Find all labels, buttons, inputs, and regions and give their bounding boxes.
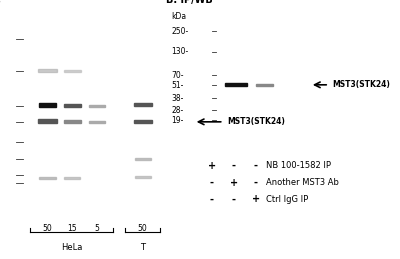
Text: -: - xyxy=(254,161,258,171)
Text: 51-: 51- xyxy=(172,81,184,90)
Text: 50: 50 xyxy=(43,224,52,233)
Text: +: + xyxy=(208,161,216,171)
Text: 19-: 19- xyxy=(172,116,184,125)
Text: 5: 5 xyxy=(94,224,99,233)
Bar xyxy=(256,84,274,86)
Text: +: + xyxy=(230,178,238,188)
Text: 130-: 130- xyxy=(172,47,189,56)
Bar xyxy=(64,177,80,179)
Text: 15: 15 xyxy=(68,224,77,233)
Bar xyxy=(89,105,105,107)
Text: 38-: 38- xyxy=(172,94,184,103)
Text: -: - xyxy=(210,195,214,204)
Bar xyxy=(135,158,151,160)
Bar xyxy=(39,177,56,179)
Bar xyxy=(89,121,105,123)
Text: NB 100-1582 IP: NB 100-1582 IP xyxy=(266,161,331,170)
Text: MST3(STK24): MST3(STK24) xyxy=(227,117,285,126)
Bar xyxy=(64,70,81,72)
Bar xyxy=(38,69,57,72)
Bar xyxy=(226,83,246,87)
Text: T: T xyxy=(140,243,145,252)
Bar xyxy=(38,119,57,123)
Text: B. IP/WB: B. IP/WB xyxy=(166,0,213,5)
Bar xyxy=(135,176,151,178)
Text: 70-: 70- xyxy=(172,71,184,80)
Text: Another MST3 Ab: Another MST3 Ab xyxy=(266,178,339,187)
Text: 250-: 250- xyxy=(172,27,189,35)
Text: A. WB: A. WB xyxy=(0,0,1,6)
Text: MST3(STK24): MST3(STK24) xyxy=(332,80,390,89)
Bar xyxy=(64,104,81,107)
Text: 28-: 28- xyxy=(172,106,184,114)
Text: -: - xyxy=(210,178,214,188)
Text: -: - xyxy=(232,161,236,171)
Bar xyxy=(64,120,81,123)
Bar xyxy=(134,103,152,106)
Text: 50: 50 xyxy=(138,224,148,233)
Text: -: - xyxy=(254,178,258,188)
Text: HeLa: HeLa xyxy=(61,243,82,252)
Text: Ctrl IgG IP: Ctrl IgG IP xyxy=(266,195,308,204)
Text: +: + xyxy=(252,195,260,204)
Bar xyxy=(134,120,152,123)
Text: -: - xyxy=(232,195,236,204)
Bar xyxy=(39,103,56,107)
Text: kDa: kDa xyxy=(172,12,187,21)
